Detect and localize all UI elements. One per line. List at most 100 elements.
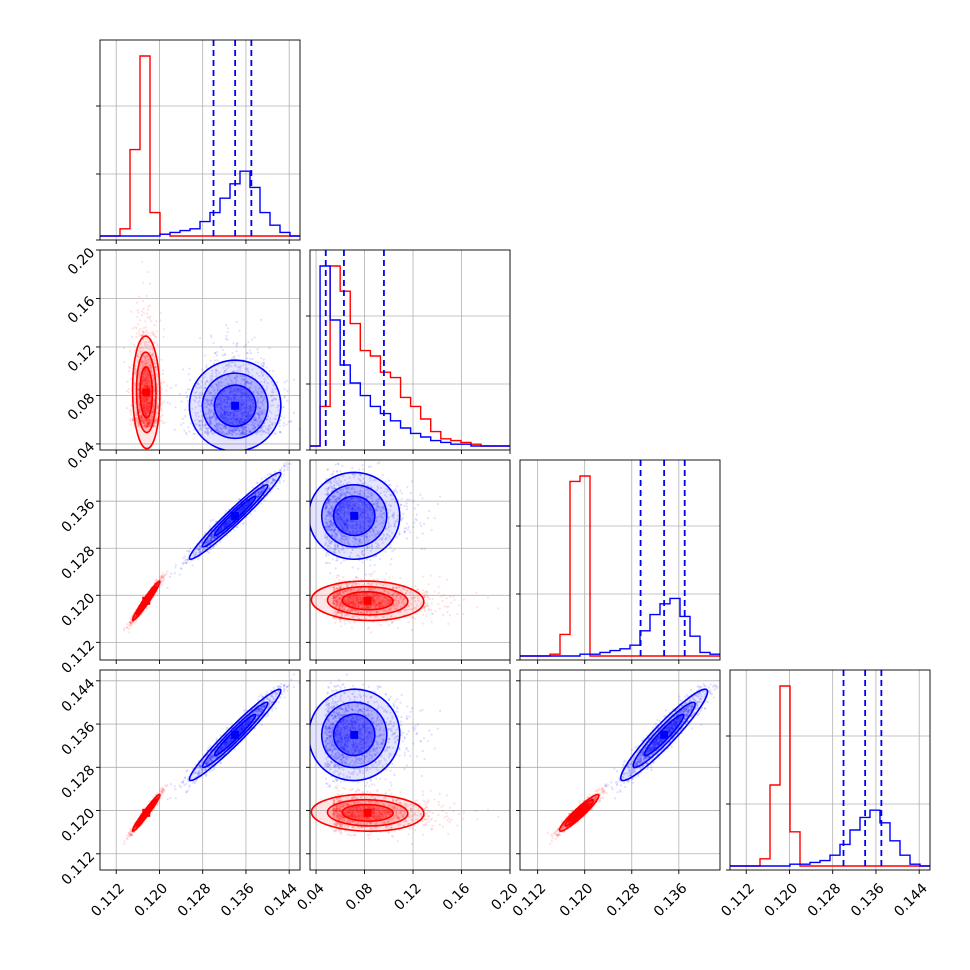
sample-point xyxy=(237,368,240,371)
sample-point xyxy=(260,390,263,393)
sample-point xyxy=(217,402,220,406)
sample-point xyxy=(147,423,150,426)
sample-point xyxy=(215,418,218,421)
sample-point xyxy=(279,418,282,421)
sample-point xyxy=(230,390,233,394)
sample-point xyxy=(215,376,218,379)
sample-point xyxy=(229,397,233,401)
sample-point xyxy=(246,410,249,413)
sample-point xyxy=(144,411,147,415)
sample-point xyxy=(146,422,150,425)
sample-point xyxy=(245,406,248,409)
sample-point xyxy=(149,423,152,426)
sample-point xyxy=(235,350,238,353)
sample-point xyxy=(143,368,147,371)
sample-point xyxy=(137,384,140,388)
sample-point xyxy=(134,371,137,374)
sample-point xyxy=(232,389,236,392)
sample-point xyxy=(144,425,147,428)
sample-point xyxy=(159,311,162,315)
sample-point xyxy=(234,396,237,399)
sample-point xyxy=(150,347,153,351)
sample-point xyxy=(251,398,254,401)
sample-point xyxy=(147,419,150,422)
sample-point xyxy=(152,410,155,413)
sample-point xyxy=(188,430,191,433)
sample-point xyxy=(146,425,149,428)
sample-point xyxy=(239,412,243,415)
sample-point xyxy=(135,419,139,422)
sample-point xyxy=(185,433,188,436)
sample-point xyxy=(287,420,290,423)
sample-point xyxy=(142,404,145,407)
sample-point xyxy=(145,385,148,388)
sample-point xyxy=(217,381,220,384)
sample-point xyxy=(147,355,150,358)
sample-point xyxy=(274,417,277,421)
sample-point xyxy=(219,403,223,406)
sample-point xyxy=(245,430,248,434)
sample-point xyxy=(226,416,229,419)
sample-point xyxy=(233,355,236,358)
sample-point xyxy=(270,390,274,394)
sample-point xyxy=(148,406,152,409)
sample-point xyxy=(161,421,165,425)
sample-point xyxy=(139,350,143,353)
sample-point xyxy=(141,386,144,389)
sample-point xyxy=(134,364,137,367)
sample-point xyxy=(220,407,223,410)
sample-point xyxy=(145,405,148,408)
sample-point xyxy=(212,386,215,389)
sample-point xyxy=(196,386,199,390)
sample-point xyxy=(239,426,242,429)
sample-point xyxy=(238,399,241,402)
sample-point xyxy=(223,352,227,355)
sample-point xyxy=(251,402,254,405)
sample-point xyxy=(261,365,264,368)
sample-point xyxy=(225,416,228,420)
sample-point xyxy=(142,380,145,383)
sample-point xyxy=(134,368,137,371)
sample-point xyxy=(142,408,146,411)
sample-point xyxy=(209,420,212,423)
sample-point xyxy=(223,426,226,429)
sample-point xyxy=(225,324,228,327)
sample-point xyxy=(241,402,244,405)
sample-point xyxy=(234,418,237,421)
sample-point xyxy=(146,360,149,364)
sample-point xyxy=(220,398,223,401)
sample-point xyxy=(146,425,150,428)
sample-point xyxy=(146,375,150,378)
sample-point xyxy=(215,383,218,386)
sample-point xyxy=(260,318,263,322)
sample-point xyxy=(242,363,245,366)
sample-point xyxy=(244,384,247,388)
sample-point xyxy=(140,416,144,419)
sample-point xyxy=(148,417,151,420)
sample-point xyxy=(239,403,242,406)
sample-point xyxy=(148,420,152,423)
sample-point xyxy=(209,417,213,421)
sample-point xyxy=(252,405,255,408)
sample-point xyxy=(243,427,246,430)
sample-point xyxy=(241,393,244,396)
sample-point xyxy=(217,423,220,426)
sample-point xyxy=(241,388,244,391)
sample-point xyxy=(178,393,181,396)
sample-point xyxy=(144,412,147,415)
sample-point xyxy=(236,389,239,392)
sample-point xyxy=(143,405,146,409)
sample-point xyxy=(146,395,149,399)
sample-point xyxy=(237,420,241,423)
sample-point xyxy=(142,360,145,364)
sample-point xyxy=(241,400,244,403)
sample-point xyxy=(147,380,150,383)
sample-point xyxy=(277,404,281,408)
sample-point xyxy=(160,577,163,580)
sample-point xyxy=(244,432,247,435)
sample-point xyxy=(148,360,151,364)
sample-point xyxy=(141,360,144,363)
sample-point xyxy=(142,421,145,424)
sample-point xyxy=(226,382,229,385)
sample-point xyxy=(141,417,144,420)
